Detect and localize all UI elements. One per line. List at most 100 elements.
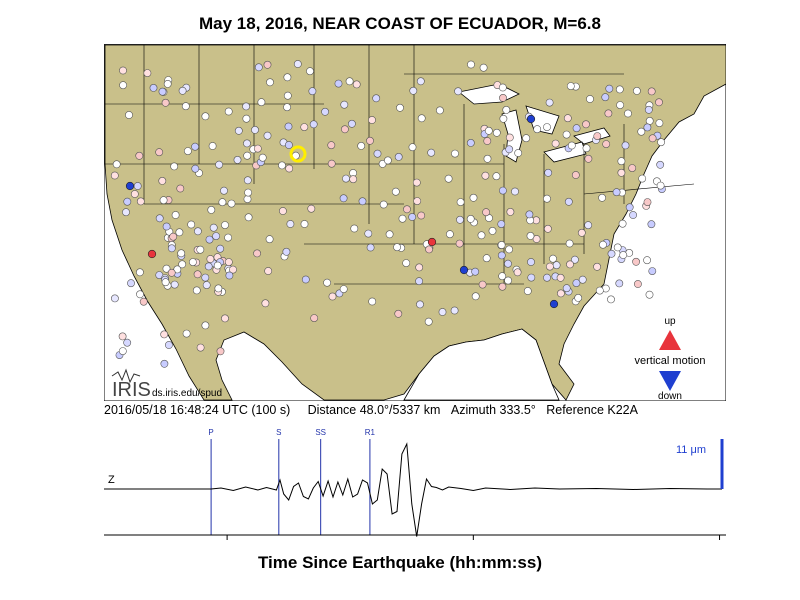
station-dot [527,258,535,266]
station-dot [584,154,593,163]
station-dot [408,213,417,221]
station-dot [283,91,292,100]
station-dot [130,190,139,198]
station-dot [155,214,164,223]
station-dot [162,222,171,231]
station-dot [602,140,611,148]
station-dot [629,211,637,219]
station-dot-strong-down [526,114,536,124]
station-dot [444,174,453,183]
station-dot [278,207,287,215]
time-axis: 00:10:0000:30:0000:50:00 [104,534,726,554]
station-dot [409,86,418,95]
station-dot [593,262,601,271]
station-dot [257,98,266,107]
station-dot [514,149,523,157]
station-dot [408,143,417,152]
up-arrow-icon [659,330,681,350]
station-dot [244,188,252,197]
x-axis-label: Time Since Earthquake (hh:mm:ss) [257,553,543,572]
station-dot [310,314,319,322]
station-dot [201,273,210,282]
station-dot [467,60,475,69]
station-dot [243,176,252,185]
station-dot [643,198,652,206]
station-dot [643,123,652,132]
phase-label: S [276,428,281,437]
station-dot [566,82,575,90]
station-dot-strong-down [549,299,559,309]
station-dot [182,329,191,338]
station-dot [206,255,215,263]
station-dot [552,261,561,270]
station-dot [284,122,293,131]
phase-label: R1 [365,428,376,437]
station-dot [215,160,223,169]
station-dot [456,215,464,224]
station-dot [293,60,302,68]
station-dot [413,197,422,205]
station-dot [213,261,222,270]
station-dot [242,102,250,111]
station-dot [619,251,628,259]
channel-label: Z [108,474,115,486]
station-dot [391,187,400,196]
station-dot [118,347,127,355]
station-dot [176,184,185,193]
station-dot [243,139,251,148]
station-dot [300,220,309,228]
legend-title: vertical motion [635,355,706,367]
station-dot [478,280,487,289]
station-dot [285,164,294,173]
station-dot [207,205,216,214]
station-dot [625,203,634,212]
station-dot [415,263,424,272]
station-dot [425,245,433,254]
station-dot [202,281,211,289]
station-dot [204,262,213,271]
station-dot [545,262,554,271]
station-dot [149,84,158,92]
map-canvas: IRIS ds.iris.edu/spud up vertical motion… [103,43,727,402]
station-dot-strong-down [125,181,135,191]
station-dot [578,275,587,284]
station-dot [455,239,464,248]
logo-text: IRIS [112,379,151,401]
station-dot [483,137,492,145]
station-dot [477,231,486,240]
station-dot [177,249,186,258]
station-dot [366,136,374,145]
station-dot [497,220,506,228]
station-dot [545,98,554,107]
station-dot [364,229,373,238]
station-dot [123,338,132,347]
gulf-water [403,328,560,401]
station-dot [482,208,490,217]
station-dot [339,285,348,293]
station-dot [598,193,606,202]
station-dot [155,148,164,157]
phase-label: P [208,428,213,437]
station-dot [655,98,663,107]
station-dot [373,149,382,158]
station-dot [657,138,665,147]
station-dot [234,126,243,135]
station-dot [379,200,388,209]
station-dot [170,280,179,289]
station-dot [163,80,172,88]
station-dot [471,292,480,301]
station-dot [605,84,614,93]
station-dot [119,66,127,75]
station-dot [136,197,145,206]
station-dot [169,232,178,241]
station-dot [498,83,507,92]
station-dot [196,245,205,254]
station-dot [224,258,233,266]
station-dot [161,278,170,287]
station-dot [403,205,411,214]
station-dot [283,73,292,82]
station-dot [412,178,421,187]
station-dot [347,119,356,128]
state-borders [105,45,695,285]
station-dot [357,142,366,150]
